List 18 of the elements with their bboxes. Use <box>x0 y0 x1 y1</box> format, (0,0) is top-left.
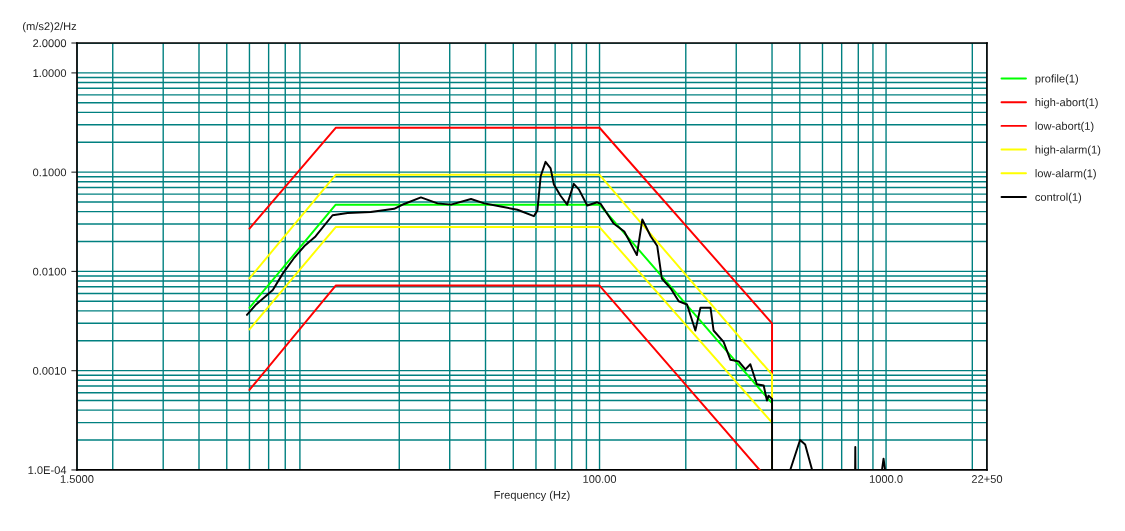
y-tick-label: 2.0000 <box>33 39 67 48</box>
y-axis-title: (m/s2)2/Hz <box>23 21 77 33</box>
legend-label: high-alarm(1) <box>1035 145 1101 156</box>
y-tick-label: 1.0000 <box>33 69 67 78</box>
legend-label: high-abort(1) <box>1035 98 1098 109</box>
x-tick-label: 100.00 <box>583 475 617 483</box>
y-tick-label: 1.0E-04 <box>28 466 67 475</box>
y-tick-label: 0.0010 <box>32 366 67 375</box>
x-tick-label: 1.5000 <box>60 475 94 483</box>
y-tick-label: 0.1000 <box>32 168 67 177</box>
legend-label: control(1) <box>1035 192 1082 204</box>
x-tick-label: 1000.0 <box>869 475 903 483</box>
x-tick-label: 22+50 <box>971 475 1003 483</box>
x-axis-title: Frequency (Hz) <box>494 490 570 502</box>
legend-label: low-abort(1) <box>1035 121 1094 133</box>
y-tick-label: 0.0100 <box>32 267 67 276</box>
legend-label: low-alarm(1) <box>1035 169 1096 180</box>
legend-label: profile(1) <box>1035 74 1078 85</box>
